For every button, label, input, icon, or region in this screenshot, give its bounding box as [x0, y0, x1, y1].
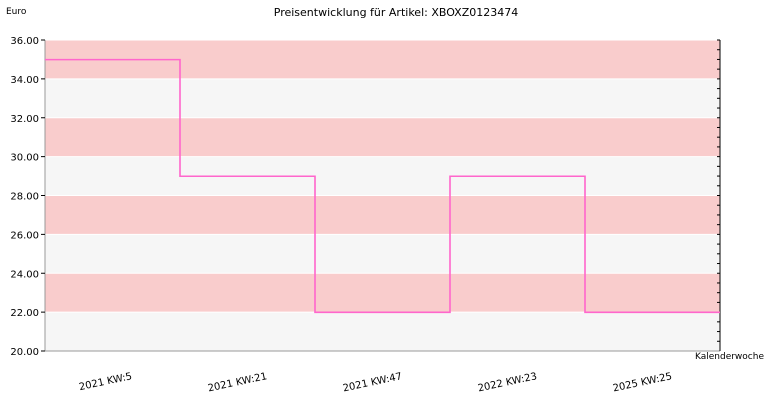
background-bands — [45, 40, 720, 351]
background-band — [45, 156, 720, 196]
x-axis-ticks: 2021 KW:5 2021 KW:21 2021 KW:47 2022 KW:23 2… — [78, 371, 673, 394]
x-tick-label: 2021 KW:47 — [342, 371, 403, 394]
y-tick-label: 32.00 — [10, 114, 39, 125]
x-axis-label: Kalenderwoche — [695, 352, 764, 362]
chart-title: Preisentwicklung für Artikel: XBOXZ01234… — [274, 6, 518, 19]
y-axis-label: Euro — [6, 7, 27, 17]
y-tick-label: 30.00 — [10, 153, 39, 164]
y-tick-label: 26.00 — [10, 230, 39, 241]
background-band — [45, 117, 720, 157]
background-band — [45, 78, 720, 118]
y-axis-ticks: 20.00 22.00 24.00 26.00 28.00 30.00 32.00 34.00… — [10, 36, 45, 358]
y-tick-label: 36.00 — [10, 36, 39, 47]
background-band — [45, 273, 720, 313]
price-step-line — [45, 58, 720, 314]
y-tick-label: 24.00 — [10, 269, 39, 280]
y-tick-label: 34.00 — [10, 75, 39, 86]
background-band — [45, 234, 720, 274]
y-tick-label: 20.00 — [10, 347, 39, 358]
background-band — [45, 312, 720, 351]
x-tick-label: 2025 KW:25 — [612, 371, 673, 394]
y-tick-label: 28.00 — [10, 192, 39, 203]
x-tick-label: 2022 KW:23 — [477, 371, 538, 394]
x-tick-label: 2021 KW:21 — [207, 371, 268, 394]
series-layer — [45, 58, 720, 314]
background-band — [45, 195, 720, 235]
x-tick-label: 2021 KW:5 — [78, 371, 133, 393]
y-tick-label: 22.00 — [10, 308, 39, 319]
